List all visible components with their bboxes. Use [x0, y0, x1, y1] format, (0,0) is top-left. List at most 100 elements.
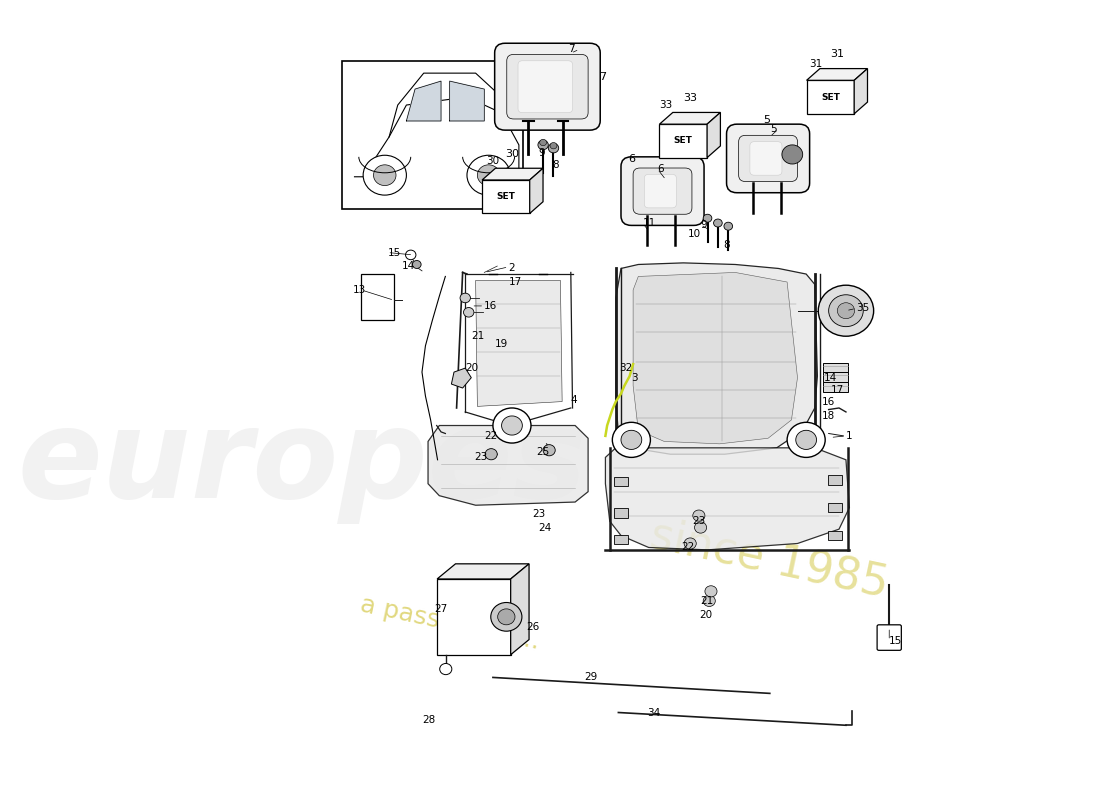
Circle shape [493, 408, 531, 443]
Circle shape [548, 143, 559, 153]
Circle shape [694, 522, 706, 533]
Circle shape [782, 145, 803, 164]
Text: 33: 33 [659, 100, 672, 110]
Polygon shape [530, 168, 543, 214]
Text: 23: 23 [692, 516, 705, 526]
Text: 30: 30 [486, 156, 499, 166]
FancyBboxPatch shape [824, 382, 848, 392]
Circle shape [538, 140, 548, 150]
Circle shape [714, 219, 723, 227]
Circle shape [795, 430, 816, 450]
Circle shape [540, 139, 547, 146]
Polygon shape [475, 281, 562, 406]
Text: 5: 5 [770, 124, 777, 134]
FancyBboxPatch shape [614, 477, 628, 486]
Circle shape [703, 595, 715, 606]
Text: 24: 24 [538, 522, 551, 533]
Text: 20: 20 [698, 610, 712, 620]
Circle shape [703, 214, 712, 222]
Text: 7: 7 [569, 44, 575, 54]
Text: SET: SET [496, 192, 515, 202]
Text: 20: 20 [465, 363, 478, 373]
Text: 21: 21 [701, 596, 714, 606]
Polygon shape [806, 80, 855, 114]
Circle shape [363, 155, 406, 195]
Polygon shape [605, 448, 849, 550]
Text: 11: 11 [642, 218, 656, 228]
Circle shape [788, 422, 825, 458]
Text: 9: 9 [538, 148, 544, 158]
Text: 33: 33 [683, 93, 697, 103]
Circle shape [543, 445, 556, 456]
Text: 17: 17 [508, 277, 521, 287]
Text: 18: 18 [822, 411, 835, 421]
Text: 32: 32 [619, 363, 632, 373]
FancyBboxPatch shape [824, 362, 848, 372]
FancyBboxPatch shape [614, 534, 628, 544]
Text: 23: 23 [532, 509, 546, 519]
Circle shape [412, 261, 421, 269]
Text: 4: 4 [571, 395, 578, 405]
Circle shape [468, 155, 510, 195]
Polygon shape [428, 426, 588, 506]
Text: 6: 6 [628, 154, 635, 164]
Circle shape [837, 302, 855, 318]
FancyBboxPatch shape [828, 530, 842, 540]
Text: 31: 31 [830, 49, 844, 59]
Circle shape [828, 294, 864, 326]
Text: 27: 27 [434, 604, 448, 614]
Text: 26: 26 [526, 622, 539, 632]
Text: 22: 22 [682, 542, 695, 553]
Text: 35: 35 [856, 303, 870, 314]
Text: 17: 17 [830, 385, 844, 394]
Circle shape [621, 430, 641, 450]
Text: 8: 8 [552, 160, 559, 170]
FancyBboxPatch shape [621, 157, 704, 226]
Polygon shape [660, 113, 720, 124]
FancyBboxPatch shape [507, 54, 588, 119]
Circle shape [684, 538, 696, 549]
Text: 1: 1 [846, 431, 852, 441]
Text: 25: 25 [536, 447, 549, 457]
Text: europes: europes [18, 403, 587, 524]
Text: since 1985: since 1985 [647, 513, 893, 606]
FancyBboxPatch shape [495, 43, 601, 130]
Circle shape [460, 293, 471, 302]
FancyBboxPatch shape [828, 503, 842, 513]
Text: 16: 16 [822, 397, 835, 406]
Text: 13: 13 [353, 285, 366, 295]
Text: 5: 5 [763, 115, 770, 125]
Polygon shape [482, 168, 543, 180]
Text: 23: 23 [474, 452, 487, 462]
Polygon shape [616, 263, 817, 454]
Circle shape [724, 222, 733, 230]
Circle shape [550, 142, 557, 149]
Bar [341, 61, 524, 209]
Polygon shape [707, 113, 721, 158]
FancyBboxPatch shape [828, 475, 842, 485]
Text: 31: 31 [808, 58, 823, 69]
FancyBboxPatch shape [362, 274, 394, 320]
FancyBboxPatch shape [518, 61, 572, 113]
Polygon shape [450, 81, 484, 121]
Text: 2: 2 [508, 263, 515, 274]
Circle shape [374, 165, 396, 186]
Text: 10: 10 [688, 229, 701, 239]
Text: 22: 22 [484, 431, 497, 441]
Text: 3: 3 [631, 373, 638, 382]
FancyBboxPatch shape [726, 124, 810, 193]
Circle shape [485, 449, 497, 460]
Text: 8: 8 [723, 239, 729, 250]
FancyBboxPatch shape [614, 509, 628, 518]
Polygon shape [437, 564, 529, 579]
FancyBboxPatch shape [824, 372, 848, 382]
Text: 14: 14 [824, 373, 837, 382]
Text: 7: 7 [600, 72, 606, 82]
Text: a passion for...: a passion for... [358, 593, 541, 654]
FancyBboxPatch shape [634, 168, 692, 214]
Polygon shape [406, 81, 441, 121]
Polygon shape [451, 368, 471, 388]
Text: 34: 34 [647, 707, 660, 718]
Polygon shape [806, 69, 868, 80]
Text: 30: 30 [506, 149, 519, 158]
